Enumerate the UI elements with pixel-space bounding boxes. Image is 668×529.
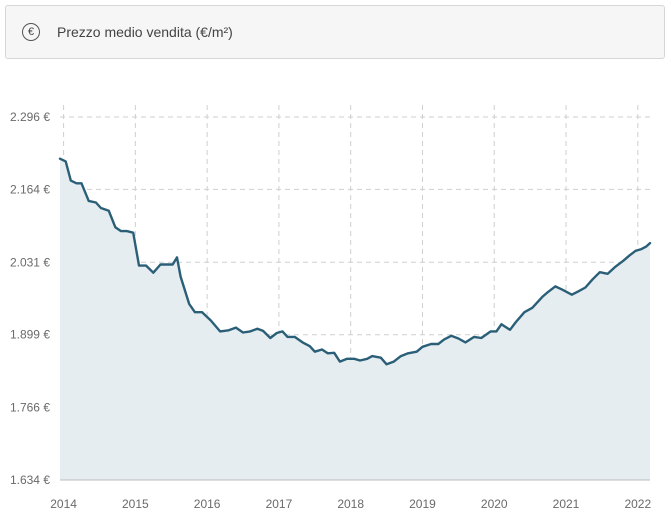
x-tick-label: 2022 [624, 497, 651, 511]
x-tick-label: 2018 [337, 497, 364, 511]
x-tick-label: 2014 [50, 497, 77, 511]
series-area [60, 158, 650, 480]
chart-header: € Prezzo medio vendita (€/m²) [5, 5, 665, 59]
x-tick-label: 2019 [409, 497, 436, 511]
y-tick-label: 1.634 € [10, 473, 50, 487]
x-tick-label: 2021 [553, 497, 580, 511]
x-tick-label: 2015 [122, 497, 149, 511]
y-tick-label: 1.766 € [10, 401, 50, 415]
chart-title: Prezzo medio vendita (€/m²) [57, 24, 233, 40]
x-tick-label: 2016 [194, 497, 221, 511]
x-tick-label: 2020 [481, 497, 508, 511]
series-line [58, 157, 652, 366]
euro-icon: € [22, 23, 40, 41]
y-tick-label: 1.899 € [10, 328, 50, 342]
y-tick-label: 2.296 € [10, 110, 50, 124]
y-tick-label: 2.164 € [10, 182, 50, 196]
x-tick-label: 2017 [266, 497, 293, 511]
y-tick-label: 2.031 € [10, 255, 50, 269]
